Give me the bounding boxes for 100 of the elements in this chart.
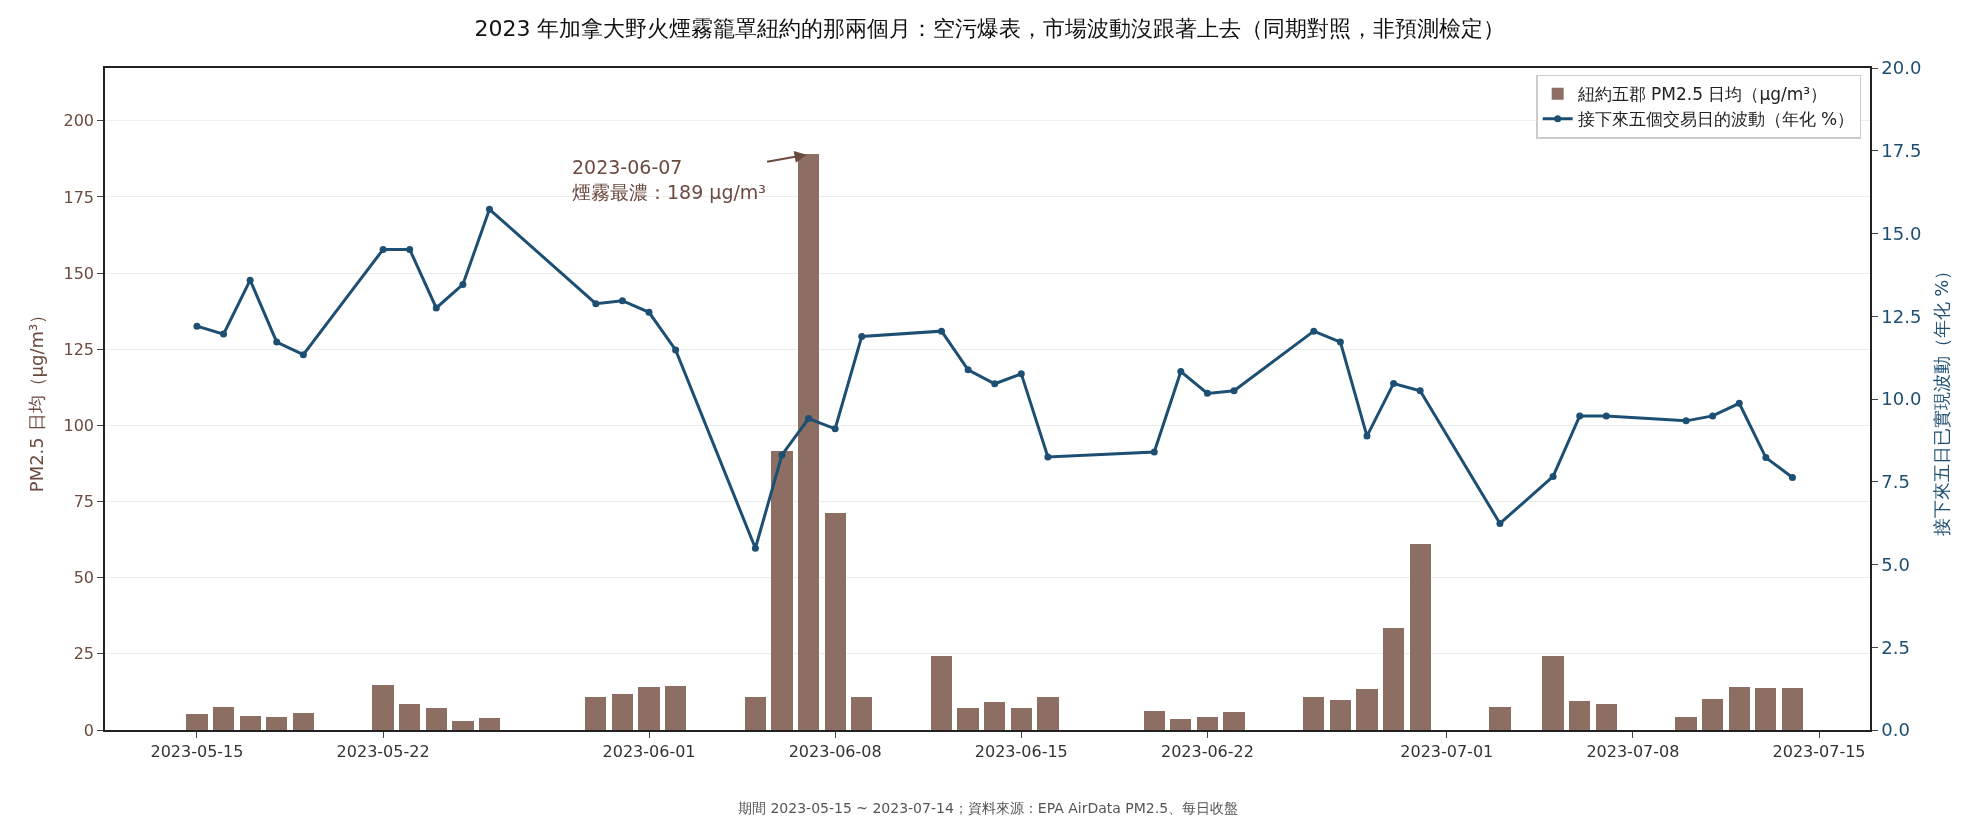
y2-tick-label: 20.0 — [1881, 57, 1922, 79]
point — [1788, 473, 1796, 481]
y2-tick-label: 0.0 — [1881, 719, 1910, 741]
bar — [1489, 707, 1511, 730]
point — [220, 330, 228, 338]
text: 期間 2023-05-15 ~ 2023-07-14；資料來源：EPA AirData PM2.5、每日收盤 — [738, 800, 1239, 816]
x-tick-label: 2023-05-22 — [336, 741, 430, 761]
bar — [771, 451, 793, 730]
point — [592, 300, 600, 308]
point — [1230, 387, 1238, 395]
bar — [293, 713, 314, 730]
bar — [240, 716, 261, 730]
point — [805, 415, 813, 423]
bar — [426, 708, 447, 730]
bar — [1782, 688, 1803, 730]
point — [618, 297, 626, 305]
point — [991, 380, 999, 388]
bar — [479, 718, 500, 730]
point — [1044, 453, 1052, 461]
bar — [1170, 719, 1191, 730]
x-tick-label: 2023-06-01 — [602, 741, 696, 761]
point — [1602, 412, 1610, 420]
bar — [1144, 711, 1165, 730]
point — [193, 322, 201, 330]
point — [672, 346, 680, 354]
y2-tick-label: 5.0 — [1881, 553, 1910, 575]
point — [1336, 338, 1344, 346]
point — [1310, 327, 1318, 335]
bar — [1356, 689, 1378, 730]
bar — [1011, 708, 1032, 730]
bar — [957, 708, 979, 730]
bar — [585, 697, 606, 730]
bar — [1223, 712, 1245, 730]
y2-tick-label: 12.5 — [1881, 305, 1922, 327]
y-tick-label: 100 — [63, 416, 95, 436]
point — [1203, 389, 1211, 397]
point — [751, 544, 759, 552]
bar — [1410, 544, 1431, 730]
point — [1682, 417, 1690, 425]
point — [1150, 448, 1158, 456]
annotation: 2023-06-07 煙霧最濃：189 μg/m³ — [572, 156, 766, 203]
x-tick-label: 2023-07-08 — [1586, 741, 1680, 761]
bar — [1729, 687, 1750, 730]
bar — [825, 513, 846, 730]
bar — [1702, 699, 1723, 730]
y-tick-label: 0 — [83, 720, 95, 740]
legend-label: 接下來五個交易日的波動（年化 %） — [1577, 109, 1855, 130]
bar — [399, 704, 420, 730]
point — [485, 205, 493, 213]
bar — [1303, 697, 1324, 730]
x-tick-label: 2023-07-15 — [1772, 741, 1866, 761]
point — [1363, 432, 1371, 440]
bar — [612, 694, 633, 730]
bar — [665, 686, 686, 730]
legend-label: 紐約五郡 PM2.5 日均（μg/m³） — [1576, 84, 1828, 105]
y-tick-label: 25 — [73, 644, 95, 664]
point — [938, 327, 946, 335]
bar — [372, 685, 394, 730]
point — [406, 245, 414, 253]
point — [964, 366, 972, 374]
bar — [452, 721, 474, 730]
point — [459, 280, 467, 288]
point — [1709, 412, 1717, 420]
bar — [638, 687, 660, 730]
point — [299, 351, 307, 359]
point — [246, 276, 254, 284]
y2-tick-label: 10.0 — [1881, 388, 1922, 410]
bar — [1596, 704, 1617, 730]
bar — [1675, 717, 1697, 730]
bar — [798, 154, 819, 730]
point — [778, 451, 786, 459]
bar — [186, 714, 208, 730]
y2-tick-label: 15.0 — [1881, 222, 1922, 244]
y2-tick-label: 2.5 — [1881, 636, 1910, 658]
bar — [1330, 700, 1351, 730]
bar — [931, 656, 952, 730]
bar — [1197, 717, 1218, 730]
x-tick-label: 2023-07-01 — [1400, 741, 1494, 761]
bar — [851, 697, 872, 730]
point — [1496, 519, 1504, 527]
y2-axis-title: 接下來五日已實現波動（年化 %） — [1931, 261, 1953, 537]
x-tick-label: 2023-06-22 — [1160, 741, 1254, 761]
bar — [1569, 701, 1590, 730]
y2-tick-label: 7.5 — [1881, 471, 1910, 493]
bar — [745, 697, 766, 730]
bar — [1383, 628, 1404, 730]
point — [1177, 368, 1185, 376]
point — [1416, 387, 1424, 395]
y-axis-title: PM2.5 日均（μg/m³） — [26, 305, 48, 493]
point — [273, 338, 281, 346]
point — [1735, 399, 1743, 407]
point — [645, 308, 653, 316]
y-tick-label: 125 — [63, 339, 95, 359]
x-tick-label: 2023-06-15 — [974, 741, 1068, 761]
x-tick-label: 2023-06-08 — [788, 741, 882, 761]
bar — [1542, 656, 1564, 730]
point — [1762, 454, 1770, 462]
y-tick-label: 150 — [63, 263, 95, 283]
bar — [1037, 697, 1059, 730]
point — [858, 332, 866, 340]
